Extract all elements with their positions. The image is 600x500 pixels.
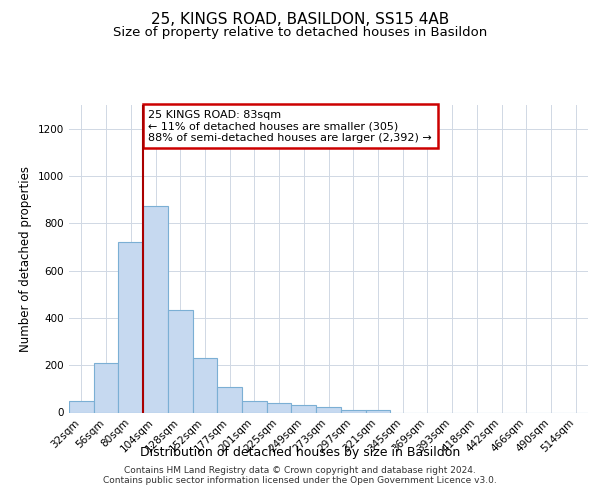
Bar [94,363,118,412]
Text: Contains public sector information licensed under the Open Government Licence v3: Contains public sector information licen… [103,476,497,485]
Text: Size of property relative to detached houses in Basildon: Size of property relative to detached ho… [113,26,487,39]
Text: 25 KINGS ROAD: 83sqm
← 11% of detached houses are smaller (305)
88% of semi-deta: 25 KINGS ROAD: 83sqm ← 11% of detached h… [148,110,432,143]
Y-axis label: Number of detached properties: Number of detached properties [19,166,32,352]
Bar [365,410,390,412]
Bar [118,242,143,412]
Text: Distribution of detached houses by size in Basildon: Distribution of detached houses by size … [140,446,460,459]
Bar [193,358,217,412]
Bar [168,310,193,412]
Bar [242,402,267,412]
Bar [316,408,341,412]
Bar [341,410,365,412]
Bar [217,387,242,412]
Bar [143,206,168,412]
Text: Contains HM Land Registry data © Crown copyright and database right 2024.: Contains HM Land Registry data © Crown c… [124,466,476,475]
Bar [69,400,94,412]
Bar [267,402,292,412]
Text: 25, KINGS ROAD, BASILDON, SS15 4AB: 25, KINGS ROAD, BASILDON, SS15 4AB [151,12,449,28]
Bar [292,406,316,412]
